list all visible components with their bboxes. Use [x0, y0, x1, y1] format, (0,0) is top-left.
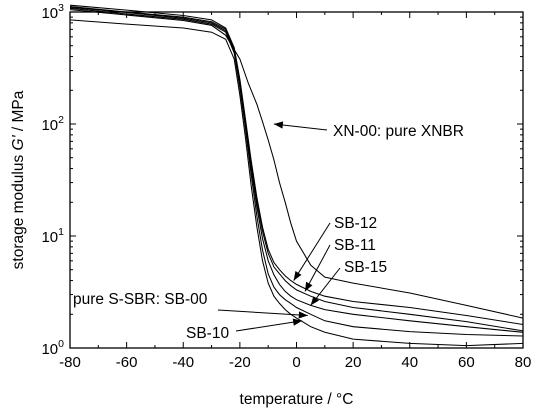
- annotation-arrowhead-sb-11: [304, 281, 313, 292]
- series-line-sb-15: [69, 6, 524, 333]
- axis-ticks: [69, 11, 524, 349]
- x-tick-label: -60: [116, 354, 138, 371]
- series-line-sb-10: [69, 19, 524, 347]
- y-tick-label: 100: [41, 338, 64, 358]
- x-tick-label: -80: [59, 354, 81, 371]
- x-axis-title: temperature / °C: [240, 391, 354, 408]
- annotation-label-sb-12: SB-12: [334, 215, 377, 232]
- annotation-arrowhead-sb-12: [293, 271, 302, 281]
- series-line-pure-s-sbr-sb-00: [69, 7, 524, 337]
- x-tick-label: -40: [172, 354, 194, 371]
- annotations-group: XN-00: pure XNBR SB-12 SB-11 SB-15 pure S-SB…: [73, 121, 464, 342]
- y-axis-title: storage modulus G' / MPa: [10, 90, 27, 269]
- annotation-label-sb-10: SB-10: [186, 325, 229, 342]
- y-tick-label: 102: [41, 114, 64, 134]
- series-line-sb-12: [69, 4, 524, 326]
- annotation-label-sb-11: SB-11: [334, 237, 376, 254]
- x-tick-label: 80: [515, 354, 532, 371]
- annotation-label-xn-00-pure-xnbr: XN-00: pure XNBR: [333, 123, 464, 140]
- annotation-arrowhead-pure-s-sbr-sb-00: [298, 311, 308, 319]
- annotation-arrowhead-xn-00-pure-xnbr: [273, 121, 284, 129]
- series-line-sb-11: [69, 5, 524, 332]
- x-tick-label: 20: [345, 354, 362, 371]
- y-axis-title-symbol: G': [10, 134, 27, 150]
- y-tick-label: 101: [41, 226, 64, 246]
- series-line-xn-00-pure-xnbr: [69, 9, 524, 319]
- x-tick-label: 40: [401, 354, 418, 371]
- y-tick-label: 103: [41, 2, 64, 22]
- annotation-label-sb-15: SB-15: [344, 259, 387, 276]
- tick-labels: -80 -60 -40 -20 0 20 40 60 80 100 101 102 103: [41, 2, 531, 371]
- annotation-arrowhead-sb-15: [310, 296, 320, 306]
- annotation-arrowhead-sb-10: [292, 318, 303, 326]
- x-tick-label: -20: [229, 354, 251, 371]
- annotation-line-pure-s-sbr-sb-00: [217, 309, 308, 317]
- y-axis-title-prefix: storage modulus: [10, 150, 27, 269]
- annotation-label-pure-s-sbr-sb-00: pure S-SBR: SB-00: [73, 291, 208, 308]
- annotation-line-sb-10: [235, 320, 303, 332]
- y-axis-title-suffix: / MPa: [10, 90, 27, 135]
- x-tick-label: 0: [292, 354, 300, 371]
- curves-group: [69, 4, 524, 347]
- annotation-line-sb-12: [293, 222, 331, 281]
- x-tick-label: 60: [458, 354, 475, 371]
